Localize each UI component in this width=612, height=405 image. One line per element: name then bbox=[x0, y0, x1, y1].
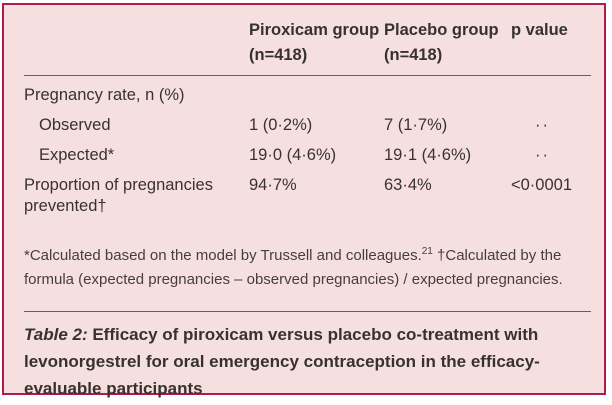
column-header-placebo: Placebo group (n=418) bbox=[384, 18, 511, 76]
row-label-proportion-prevented: Proportion of pregnancies prevented† bbox=[24, 176, 213, 215]
table-caption-text: Efficacy of piroxicam versus placebo co-… bbox=[24, 325, 540, 398]
table-caption-number: Table 2: bbox=[24, 325, 88, 344]
cell-observed-pvalue: ·· bbox=[535, 116, 550, 134]
column-header-piroxicam: Piroxicam group (n=418) bbox=[249, 18, 384, 76]
cell-expected-placebo: 19·1 (4·6%) bbox=[384, 146, 472, 164]
table-panel: Piroxicam group (n=418) Placebo group (n… bbox=[2, 3, 606, 398]
footnote-text-2: †Calculated by the formula (expected pre… bbox=[24, 247, 563, 288]
footnote-reference-superscript: 21 bbox=[421, 246, 433, 257]
cell-observed-piroxicam: 1 (0·2%) bbox=[249, 116, 313, 134]
cell-observed-placebo: 7 (1·7%) bbox=[384, 116, 448, 134]
table-footnote: *Calculated based on the model by Trusse… bbox=[24, 244, 590, 292]
row-label-expected: Expected* bbox=[39, 146, 115, 164]
caption-divider-rule bbox=[24, 311, 591, 312]
column-header-pvalue: p value bbox=[511, 18, 591, 76]
cell-proportion-pvalue: <0·0001 bbox=[511, 176, 573, 194]
footnote-text-1: *Calculated based on the model by Trusse… bbox=[24, 247, 422, 264]
cell-expected-pvalue: ·· bbox=[535, 146, 550, 164]
cell-proportion-piroxicam: 94·7% bbox=[249, 176, 297, 194]
efficacy-table: Piroxicam group (n=418) Placebo group (n… bbox=[24, 18, 591, 217]
cell-expected-piroxicam: 19·0 (4·6%) bbox=[249, 146, 337, 164]
column-header-empty bbox=[24, 18, 249, 76]
cell-proportion-placebo: 63·4% bbox=[384, 176, 432, 194]
row-label-observed: Observed bbox=[39, 116, 111, 134]
row-label-pregnancy-rate: Pregnancy rate, n (%) bbox=[24, 86, 185, 104]
table-caption: Table 2: Efficacy of piroxicam versus pl… bbox=[24, 321, 584, 402]
